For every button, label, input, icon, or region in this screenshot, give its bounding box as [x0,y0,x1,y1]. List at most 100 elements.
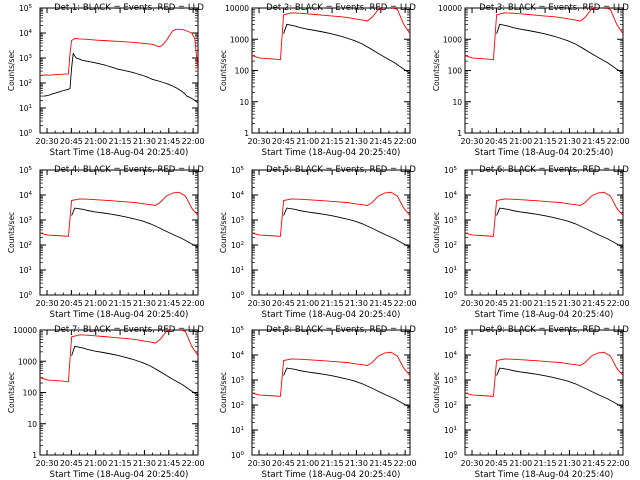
plot-frame [464,7,624,134]
series-line-lld [40,330,198,383]
x-tick-label: 20:45 [272,299,295,308]
y-tick-label: 103 [231,216,245,225]
y-tick-label: 105 [231,326,245,335]
series-line-lld [40,191,198,237]
x-tick-label: 21:30 [133,137,156,146]
series-line-events [71,345,198,396]
y-tick-label: 101 [231,266,244,275]
x-tick-label: 20:30 [461,459,484,468]
y-tick-label: 100 [23,389,38,398]
x-axis-label: Start Time (18-Aug-04 20:25:40) [262,148,401,158]
detector-panel-5: Det 5: BLACK = Events, RED = LLD 20:30 20:… [219,165,417,320]
y-tick-label: 101 [444,426,457,435]
x-tick-label: 20:45 [60,459,83,468]
x-tick-label: 20:30 [461,137,484,146]
x-tick-label: 21:45 [157,459,180,468]
x-tick-label: 22:00 [394,137,417,146]
series-line-events [496,23,623,74]
y-tick-label: 105 [19,166,33,175]
y-axis-label: Counts/sec [219,50,228,91]
x-tick-label: 22:00 [182,137,205,146]
x-axis-label: Start Time (18-Aug-04 20:25:40) [50,470,189,480]
x-tick-label: 21:30 [345,459,368,468]
x-tick-label: 21:30 [345,299,368,308]
y-tick-label: 10000 [438,4,462,13]
x-tick-label: 20:45 [485,299,508,308]
x-tick-label: 21:00 [84,137,107,146]
y-tick-label: 103 [19,216,33,225]
y-tick-label: 1000 [443,35,462,44]
detector-panel-2: Det 2: BLACK = Events, RED = LLD 20:30 20:… [219,3,417,158]
x-tick-label: 20:30 [248,459,271,468]
series-line-lld [465,191,623,237]
y-tick-label: 103 [444,376,458,385]
x-tick-label: 20:30 [36,459,59,468]
x-tick-label: 21:30 [558,137,581,146]
x-tick-label: 22:00 [607,299,630,308]
x-tick-label: 22:00 [607,459,630,468]
series-line-lld [252,8,410,61]
y-tick-label: 100 [444,291,458,300]
y-axis-label: Counts/sec [432,50,441,91]
x-tick-label: 20:45 [272,459,295,468]
y-tick-label: 102 [231,401,244,410]
x-tick-label: 20:30 [461,299,484,308]
y-tick-label: 104 [231,351,245,360]
series-line-events [71,207,198,248]
series-line-events [283,367,410,408]
plot-frame [39,7,199,134]
y-tick-label: 102 [19,79,32,88]
series-line-lld [252,191,410,237]
y-axis-label: Counts/sec [432,372,441,413]
y-tick-label: 1000 [230,35,249,44]
x-tick-label: 21:30 [133,299,156,308]
x-tick-label: 21:15 [534,299,557,308]
y-tick-label: 10 [27,420,37,429]
plot-frame [464,329,624,456]
x-tick-label: 21:45 [369,299,392,308]
plot-frame [251,169,411,296]
x-tick-label: 22:00 [607,137,630,146]
series-line-lld [465,8,623,61]
series-line-lld [465,351,623,397]
y-tick-label: 102 [444,401,457,410]
x-tick-label: 21:00 [84,299,107,308]
y-axis-label: Counts/sec [7,372,16,413]
x-tick-label: 22:00 [182,299,205,308]
y-tick-label: 102 [444,241,457,250]
y-tick-label: 104 [444,351,458,360]
detector-panel-9: Det 9: BLACK = Events, RED = LLD 20:30 20:… [432,325,630,480]
panel-title: Det 8: BLACK = Events, RED = LLD [266,325,416,335]
y-tick-label: 1 [32,451,37,460]
y-tick-label: 100 [235,67,250,76]
y-tick-label: 102 [19,241,32,250]
x-tick-label: 21:45 [157,137,180,146]
x-tick-label: 20:45 [485,137,508,146]
y-tick-label: 100 [19,129,33,138]
series-line-events [283,23,410,74]
x-tick-label: 20:45 [485,459,508,468]
x-axis-label: Start Time (18-Aug-04 20:25:40) [262,310,401,320]
x-tick-label: 21:45 [582,459,605,468]
y-tick-label: 103 [19,54,33,63]
x-tick-label: 20:45 [60,137,83,146]
detector-panel-7: Det 7: BLACK = Events, RED = LLD 20:30 20:… [7,325,205,480]
y-axis-label: Counts/sec [7,50,16,91]
y-tick-label: 1 [244,129,249,138]
x-tick-label: 21:15 [321,299,344,308]
y-tick-label: 100 [444,451,458,460]
y-tick-label: 10 [452,98,462,107]
x-tick-label: 21:45 [369,137,392,146]
detector-panel-4: Det 4: BLACK = Events, RED = LLD 20:30 20:… [7,165,205,320]
y-axis-label: Counts/sec [7,212,16,253]
y-tick-label: 103 [231,376,245,385]
panel-title: Det 7: BLACK = Events, RED = LLD [54,325,204,335]
x-tick-label: 21:00 [84,459,107,468]
x-tick-label: 21:00 [509,299,532,308]
x-tick-label: 21:30 [558,299,581,308]
y-tick-label: 10 [239,98,249,107]
y-tick-label: 103 [444,216,458,225]
panel-title: Det 1: BLACK = Events, RED = LLD [54,3,204,13]
x-tick-label: 21:15 [109,459,132,468]
y-tick-label: 105 [19,4,33,13]
